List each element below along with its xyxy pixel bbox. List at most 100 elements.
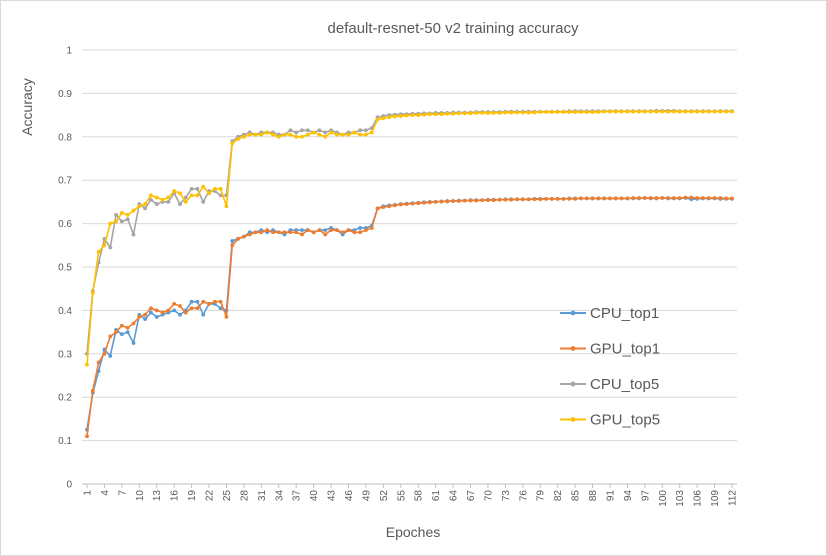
- data-point: [619, 196, 624, 201]
- data-point: [189, 186, 194, 191]
- data-point: [160, 310, 165, 315]
- data-point: [311, 130, 316, 135]
- data-point: [154, 315, 159, 319]
- data-point: [433, 200, 438, 204]
- data-point: [573, 196, 578, 201]
- x-tick-label: 73: [501, 490, 512, 502]
- series-gpu-top5: [85, 109, 734, 367]
- data-point: [207, 301, 211, 306]
- data-point: [526, 110, 531, 115]
- data-point: [294, 230, 299, 235]
- data-point: [567, 196, 572, 201]
- series-gpu-top1: [85, 195, 734, 439]
- data-point: [305, 132, 310, 137]
- x-tick-label: 76: [518, 490, 529, 502]
- data-point: [364, 132, 368, 137]
- data-point: [532, 110, 537, 115]
- data-point: [166, 195, 171, 200]
- x-tick-label: 82: [553, 490, 564, 502]
- data-point: [294, 134, 299, 139]
- data-point: [178, 312, 182, 317]
- data-point: [706, 109, 711, 114]
- data-point: [515, 110, 519, 115]
- data-point: [433, 112, 438, 117]
- data-point: [683, 109, 688, 114]
- y-tick-label: 0.8: [58, 132, 72, 143]
- legend-item: CPU_top1: [560, 305, 659, 322]
- data-point: [416, 201, 421, 206]
- x-axis-title: Epoches: [386, 524, 440, 540]
- data-point: [114, 330, 118, 334]
- x-tick-label: 106: [693, 490, 704, 507]
- legend-item: GPU_top5: [560, 412, 660, 429]
- data-point: [149, 310, 153, 315]
- data-point: [439, 112, 444, 117]
- data-point: [608, 109, 612, 114]
- chart-title: default-resnet-50 v2 training accuracy: [328, 20, 579, 37]
- data-point: [509, 197, 514, 202]
- data-point: [456, 111, 461, 116]
- data-point: [358, 230, 363, 235]
- data-point: [265, 130, 270, 135]
- data-point: [85, 434, 89, 439]
- y-tick-label: 0.5: [58, 263, 72, 274]
- data-point: [247, 132, 252, 137]
- data-point: [125, 217, 130, 222]
- data-point: [172, 301, 177, 306]
- data-point: [131, 341, 136, 345]
- data-point: [427, 200, 432, 205]
- data-point: [474, 111, 479, 115]
- data-point: [654, 196, 659, 200]
- data-point: [189, 306, 194, 311]
- x-tick-label: 1: [83, 490, 94, 496]
- data-point: [271, 132, 275, 137]
- data-point: [573, 110, 578, 114]
- data-point: [724, 109, 729, 114]
- data-point: [584, 110, 589, 114]
- legend-label: CPU_top5: [590, 376, 659, 393]
- y-tick-label: 0.7: [58, 176, 72, 187]
- data-point: [497, 111, 502, 115]
- data-point: [218, 306, 223, 311]
- data-point: [451, 199, 455, 203]
- data-point: [369, 226, 374, 230]
- data-point: [183, 195, 188, 200]
- data-point: [271, 230, 275, 235]
- data-point: [311, 230, 316, 235]
- data-point: [334, 132, 339, 137]
- data-point: [334, 228, 339, 233]
- data-point: [137, 204, 142, 209]
- y-tick-label: 0.2: [58, 393, 72, 404]
- data-point: [108, 245, 113, 250]
- data-point: [671, 196, 676, 200]
- x-tick-label: 22: [205, 490, 216, 502]
- data-point: [154, 195, 159, 200]
- data-point: [608, 196, 612, 201]
- data-point: [154, 202, 159, 206]
- y-tick-label: 0.9: [58, 89, 72, 100]
- data-point: [305, 228, 310, 233]
- data-point: [166, 200, 171, 204]
- data-point: [671, 109, 676, 114]
- data-point: [346, 132, 351, 137]
- y-tick-label: 0.3: [58, 349, 72, 360]
- data-point: [596, 110, 601, 114]
- data-point: [451, 111, 455, 116]
- data-point: [584, 196, 589, 201]
- data-point: [544, 110, 548, 114]
- data-point: [358, 128, 363, 133]
- x-tick-label: 13: [152, 490, 163, 502]
- data-point: [398, 114, 403, 118]
- x-tick-label: 34: [274, 490, 285, 502]
- data-point: [462, 111, 467, 116]
- data-point: [689, 109, 694, 114]
- data-point: [96, 360, 101, 365]
- series-line: [86, 110, 732, 365]
- data-point: [468, 111, 473, 116]
- data-point: [491, 198, 496, 203]
- data-point: [300, 128, 304, 133]
- data-point: [114, 219, 118, 224]
- data-point: [503, 110, 508, 115]
